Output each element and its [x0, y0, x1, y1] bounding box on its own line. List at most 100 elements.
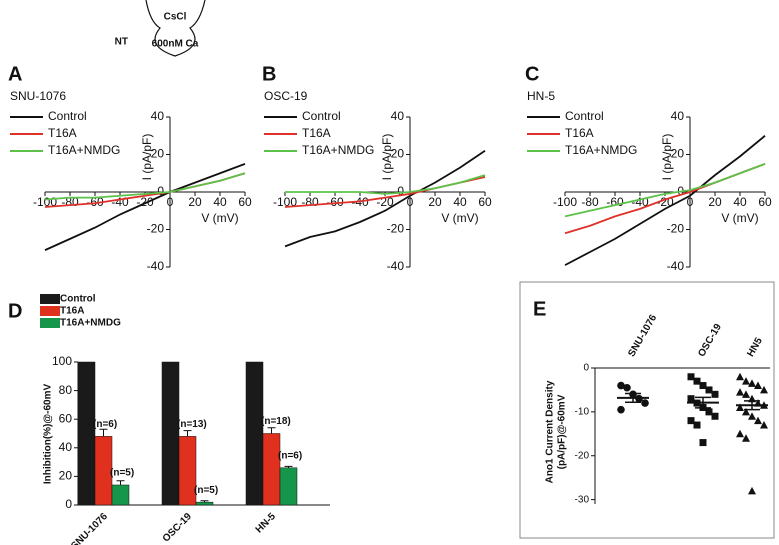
data-point	[754, 381, 762, 390]
data-point	[742, 407, 750, 416]
data-point	[748, 486, 756, 495]
data-point	[687, 395, 695, 403]
n-label: (n=5)	[110, 468, 134, 479]
panel-letter: E	[533, 298, 546, 320]
data-point	[711, 412, 719, 420]
legend-label: Control	[60, 294, 96, 305]
panel-frame	[519, 281, 775, 539]
data-point	[736, 429, 744, 438]
x-tick-label: 40	[213, 195, 227, 209]
y-tick-label: 0	[65, 497, 72, 511]
y-tick-label: -10	[575, 407, 590, 418]
y-tick-label: -40	[147, 259, 165, 273]
y-tick-label: 100	[52, 354, 72, 368]
x-tick-label: -40	[111, 195, 129, 209]
data-line	[564, 163, 766, 218]
data-line	[44, 163, 246, 251]
diagram-label: CsCl	[164, 12, 187, 23]
n-label: (n=6)	[93, 419, 117, 430]
bar	[77, 361, 96, 506]
panel-letter: C	[525, 63, 539, 85]
data-point	[693, 421, 701, 429]
legend-swatch	[40, 318, 60, 328]
y-tick-label: -20	[387, 222, 405, 236]
data-point	[742, 377, 750, 385]
panel-letter: D	[8, 300, 22, 322]
y-axis-label: I (pA/pF)	[660, 134, 674, 181]
n-label: (n=6)	[278, 450, 302, 461]
error-bar	[267, 427, 276, 434]
data-point	[736, 403, 744, 411]
x-tick-label: 60	[758, 195, 772, 209]
x-tick-label: 40	[733, 195, 747, 209]
data-point	[760, 421, 768, 429]
x-axis-label: V (mV)	[441, 211, 478, 225]
chart-title: HN-5	[527, 89, 555, 103]
bar	[262, 433, 281, 506]
y-tick-label: 40	[671, 109, 685, 123]
error-bar	[116, 480, 125, 485]
legend-label: T16A+NMDG	[565, 143, 637, 157]
diagram-label: 600nM Ca	[152, 39, 199, 50]
x-tick-label: SNU-1076	[69, 511, 110, 545]
chart-title: SNU-1076	[10, 89, 66, 103]
sem-bar	[695, 396, 711, 409]
data-line	[564, 135, 766, 266]
legend-label: Control	[565, 109, 604, 123]
y-axis-label: I (pA/pF)	[140, 134, 154, 181]
y-tick-label: -20	[147, 222, 165, 236]
legend-label: T16A	[60, 306, 84, 317]
y-tick-label: 20	[151, 147, 165, 161]
data-point	[742, 390, 750, 398]
y-tick-label: 0	[583, 363, 589, 374]
x-tick-label: -60	[326, 195, 344, 209]
y-tick-label: -30	[575, 494, 590, 505]
group-label: HN5	[745, 336, 765, 359]
y-tick-label: -20	[667, 222, 685, 236]
y-tick-label: 60	[59, 411, 73, 425]
x-tick-label: 20	[188, 195, 202, 209]
y-tick-label: 20	[671, 147, 685, 161]
y-tick-label: 40	[391, 109, 405, 123]
data-point	[641, 399, 649, 407]
x-tick-label: 20	[708, 195, 722, 209]
legend-label: T16A+NMDG	[60, 318, 121, 329]
n-label: (n=13)	[177, 419, 207, 430]
data-point	[736, 372, 744, 381]
legend-label: T16A	[565, 126, 594, 140]
x-axis-label: V (mV)	[721, 211, 758, 225]
data-point	[711, 390, 719, 398]
data-line	[285, 174, 486, 195]
group-label: SNU-1076	[626, 313, 659, 359]
x-axis-label: V (mV)	[201, 211, 238, 225]
sem-bar	[744, 400, 760, 411]
data-point	[736, 388, 744, 396]
diagram-label: NT	[115, 37, 128, 48]
bar	[245, 361, 264, 506]
error-bar	[284, 465, 293, 468]
data-point	[617, 405, 625, 414]
x-tick-label: 40	[453, 195, 467, 209]
data-point	[705, 408, 713, 416]
x-tick-label: OSC-19	[161, 511, 195, 545]
data-line	[44, 172, 246, 201]
legend-label: T16A	[302, 126, 331, 140]
data-point	[748, 412, 756, 420]
y-tick-label: 20	[59, 469, 73, 483]
y-tick-label: 0	[397, 184, 404, 198]
y-tick-label: 40	[59, 440, 73, 454]
y-axis-label: Inhibition(%)@-60mV	[43, 384, 54, 485]
bar	[195, 501, 214, 506]
legend-swatch	[40, 294, 60, 304]
group-label: OSC-19	[696, 322, 724, 359]
x-tick-label: 20	[428, 195, 442, 209]
legend-label: Control	[302, 109, 341, 123]
bar	[161, 361, 180, 506]
x-tick-label: 60	[238, 195, 252, 209]
n-label: (n=5)	[194, 485, 218, 496]
data-point	[742, 434, 750, 442]
data-point	[687, 417, 695, 425]
legend-label: T16A+NMDG	[48, 143, 120, 157]
legend-label: Control	[48, 109, 87, 123]
